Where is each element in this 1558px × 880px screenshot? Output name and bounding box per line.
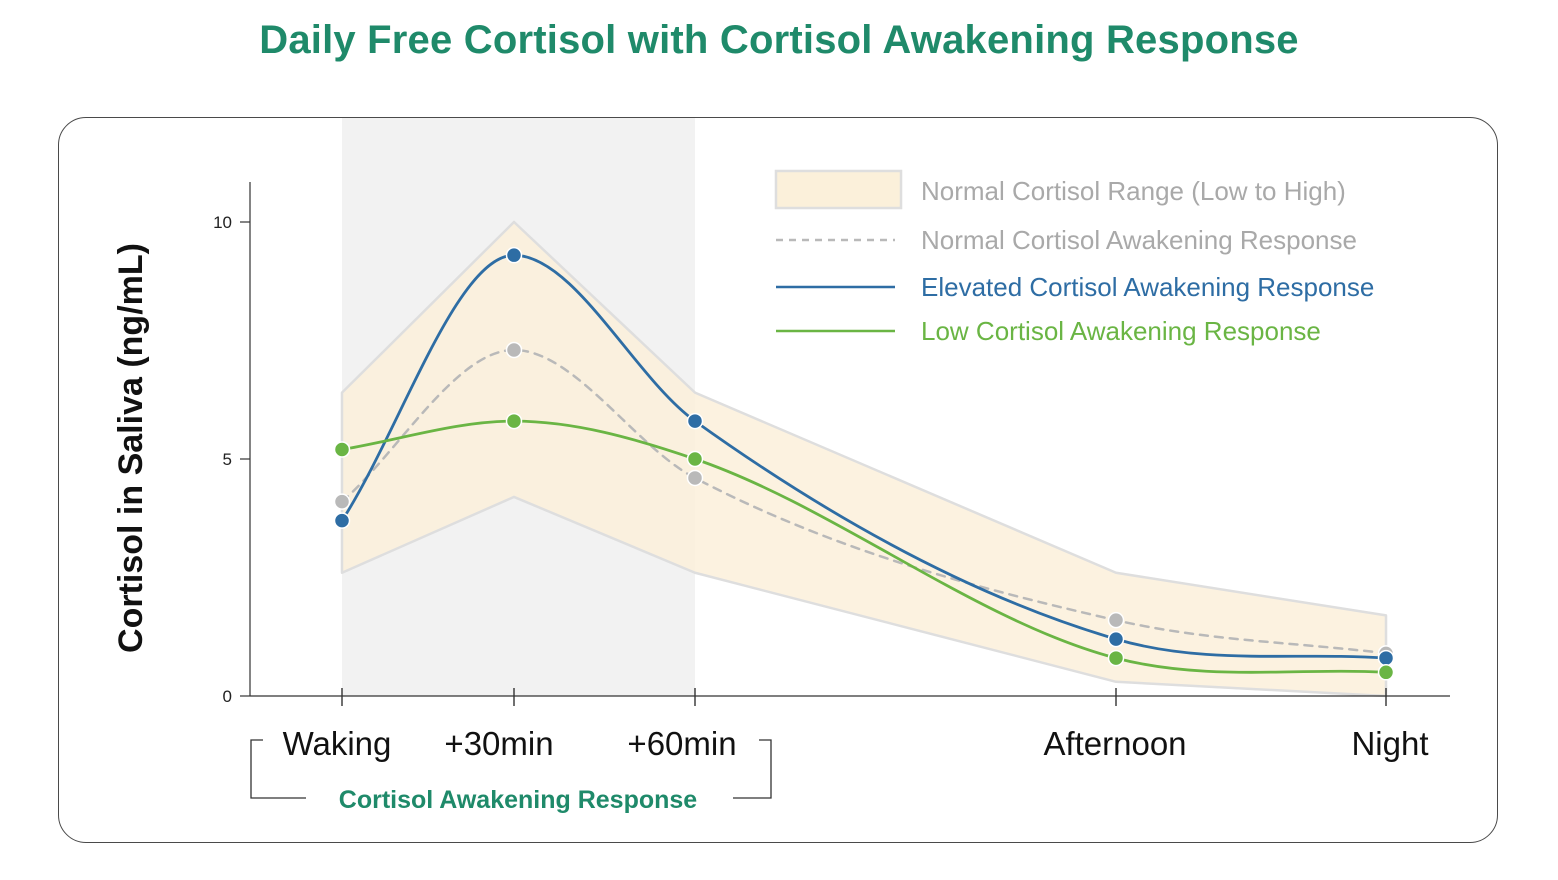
y-axis-label: Cortisol in Saliva (ng/mL) — [112, 243, 150, 653]
data-point-elevated — [1107, 630, 1125, 648]
data-point-low — [1107, 649, 1125, 667]
legend-label-series: Elevated Cortisol Awakening Response — [921, 272, 1374, 302]
data-point-elevated — [333, 512, 351, 529]
data-point-normal — [1107, 611, 1125, 629]
data-point-low — [333, 441, 351, 458]
bracket-right — [733, 739, 772, 799]
data-point-low — [686, 450, 704, 468]
x-tick-label: Afternoon — [1043, 725, 1186, 762]
y-tick-label: 10 — [213, 213, 232, 232]
legend-label-range: Normal Cortisol Range (Low to High) — [921, 176, 1346, 206]
legend-label-series: Normal Cortisol Awakening Response — [921, 225, 1357, 255]
data-point-normal — [333, 493, 351, 510]
bracket-label: Cortisol Awakening Response — [339, 786, 698, 814]
data-point-low — [505, 412, 523, 430]
data-point-normal — [505, 341, 523, 359]
data-point-elevated — [686, 412, 704, 430]
x-tick-label: Night — [1351, 725, 1428, 762]
series-line-elevated — [340, 253, 1388, 660]
legend-swatch-range — [774, 169, 903, 210]
bracket-left — [250, 739, 306, 799]
y-tick-label: 0 — [223, 687, 232, 706]
data-point-low — [1377, 664, 1395, 681]
x-tick-label: +30min — [444, 725, 553, 762]
data-point-normal — [686, 469, 704, 487]
data-point-elevated — [1377, 649, 1395, 667]
data-point-elevated — [505, 246, 523, 264]
x-tick-label: +60min — [627, 725, 736, 762]
x-tick-label: Waking — [283, 725, 392, 762]
legend-label-series: Low Cortisol Awakening Response — [921, 316, 1321, 346]
series-line-low — [340, 419, 1388, 674]
y-tick-label: 5 — [223, 450, 232, 469]
chart-title: Daily Free Cortisol with Cortisol Awaken… — [259, 18, 1299, 62]
chart-frame — [58, 117, 1498, 843]
series-line-normal — [340, 348, 1388, 655]
